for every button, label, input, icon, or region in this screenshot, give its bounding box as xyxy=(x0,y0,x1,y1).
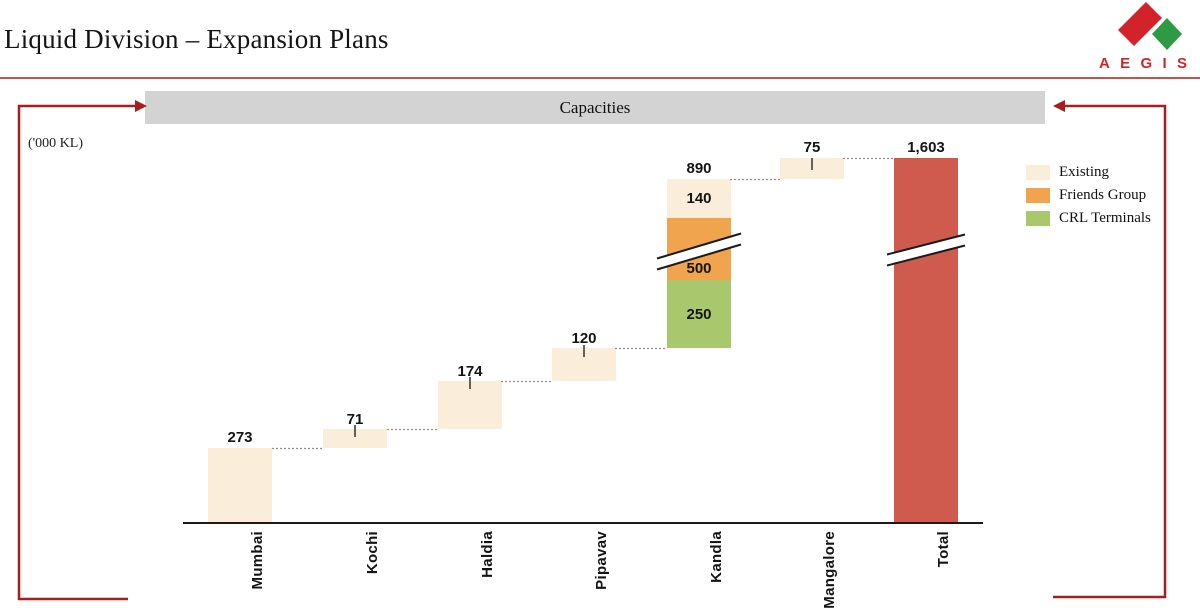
legend-label-friends-group: Friends Group xyxy=(1059,186,1147,203)
bar-kochi xyxy=(323,429,387,448)
legend-swatch-crl-terminals-icon xyxy=(1026,210,1050,226)
legend: Existing Friends Group CRL Terminals xyxy=(1026,164,1151,233)
segment-label-kandla-crl: 250 xyxy=(686,306,712,323)
value-label-kandla: 890 xyxy=(686,160,712,177)
bar-kandla-existing-segment xyxy=(667,179,731,218)
axis-label-mumbai: Mumbai xyxy=(249,531,266,590)
legend-item-friends-group: Friends Group xyxy=(1026,187,1151,203)
unit-label: ('000 KL) xyxy=(28,136,84,151)
bar-kandla-crl-segment xyxy=(667,280,731,348)
logo-red-diamond-icon xyxy=(1118,2,1162,46)
value-label-total: 1,603 xyxy=(907,139,945,156)
aegis-logo: AEGIS xyxy=(1099,2,1192,72)
legend-item-crl-terminals: CRL Terminals xyxy=(1026,210,1151,226)
bar-haldia xyxy=(438,381,502,429)
legend-swatch-existing-icon xyxy=(1026,164,1050,180)
value-label-mumbai: 273 xyxy=(227,429,253,446)
value-label-pipavav: 120 xyxy=(571,330,597,347)
legend-label-crl-terminals: CRL Terminals xyxy=(1059,209,1151,226)
value-label-haldia: 174 xyxy=(457,363,483,380)
logo-brand-text: AEGIS xyxy=(1099,55,1192,72)
bar-mangalore xyxy=(780,158,844,179)
capacities-header-bar: Capacities xyxy=(145,91,1045,124)
value-label-mangalore: 75 xyxy=(803,139,821,156)
axis-label-kochi: Kochi xyxy=(364,531,381,575)
logo-green-diamond-icon xyxy=(1152,18,1182,50)
legend-item-existing: Existing xyxy=(1026,164,1151,180)
page-title: Liquid Division – Expansion Plans xyxy=(4,24,389,54)
axis-label-pipavav: Pipavav xyxy=(593,531,610,590)
legend-label-existing: Existing xyxy=(1059,163,1110,180)
axis-label-mangalore: Mangalore xyxy=(821,531,838,609)
right-bracket-arrow-icon xyxy=(1053,100,1065,112)
left-bracket-line xyxy=(17,104,136,601)
title-divider xyxy=(0,77,1200,79)
axis-label-total: Total xyxy=(935,531,952,568)
value-label-kochi: 71 xyxy=(346,411,364,428)
bar-pipavav xyxy=(552,348,616,381)
axis-label-kandla: Kandla xyxy=(708,531,725,583)
capacities-label: Capacities xyxy=(559,97,631,117)
bar-total xyxy=(894,158,958,523)
legend-swatch-friends-group-icon xyxy=(1026,187,1050,203)
segment-label-kandla-existing: 140 xyxy=(686,190,712,207)
bar-mumbai xyxy=(208,448,272,523)
axis-label-haldia: Haldia xyxy=(479,531,496,578)
segment-label-kandla-friends: 500 xyxy=(686,260,712,277)
